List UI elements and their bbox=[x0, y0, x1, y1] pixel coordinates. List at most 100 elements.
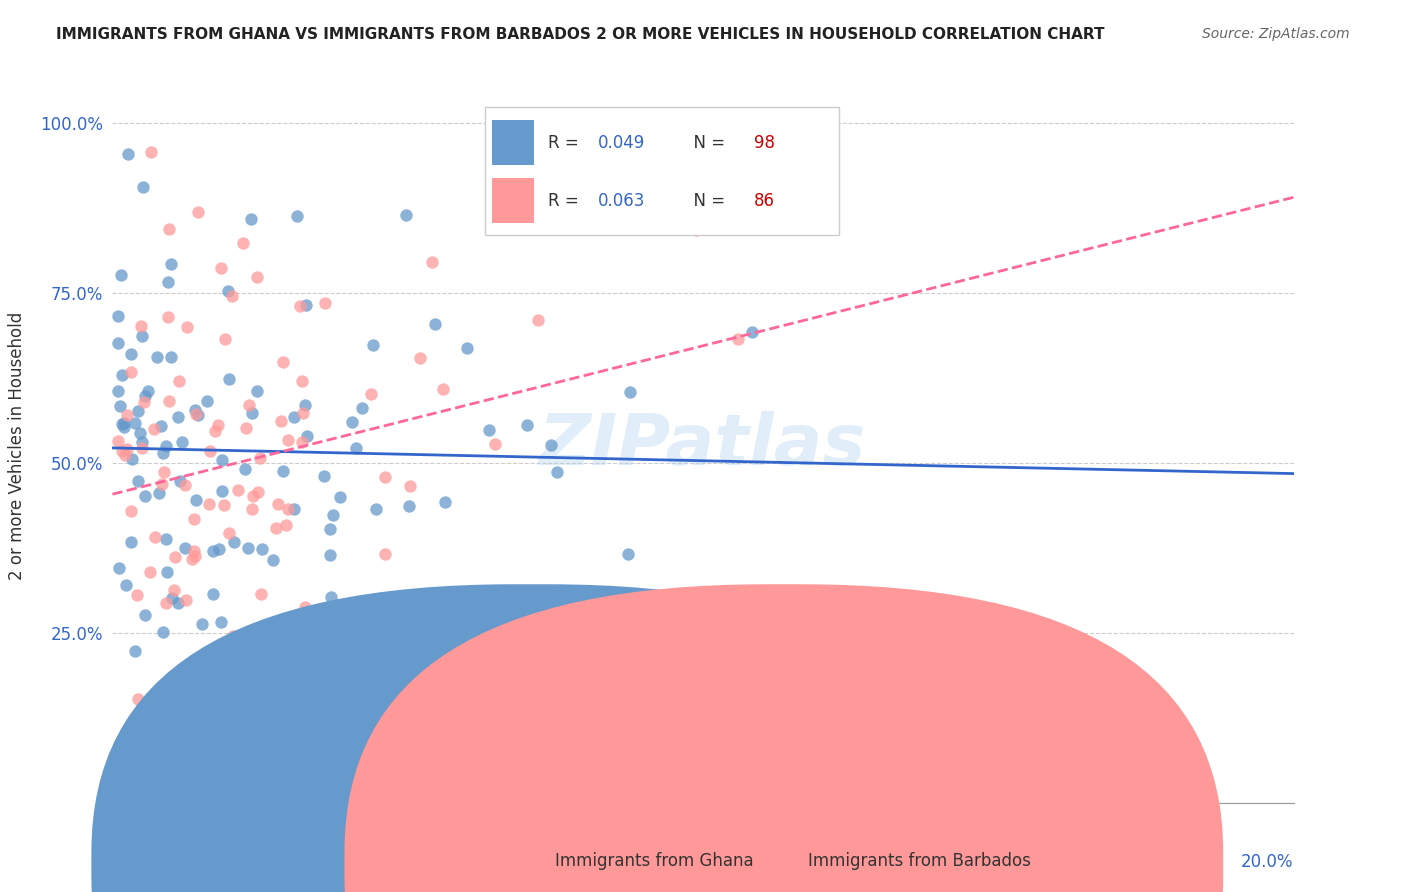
Point bbox=[381, 613, 404, 627]
Point bbox=[142, 422, 165, 436]
Point bbox=[285, 209, 308, 223]
Point bbox=[208, 541, 231, 556]
Point bbox=[167, 374, 190, 388]
Point bbox=[191, 617, 214, 632]
Point bbox=[546, 466, 568, 480]
Point bbox=[277, 433, 299, 447]
Point bbox=[129, 425, 152, 440]
Point bbox=[291, 434, 314, 449]
Point bbox=[174, 541, 197, 555]
Point bbox=[174, 477, 197, 491]
Point bbox=[312, 469, 335, 483]
Point bbox=[156, 275, 179, 289]
Point bbox=[398, 499, 420, 513]
Point bbox=[291, 406, 314, 420]
Point bbox=[202, 587, 225, 601]
Point bbox=[516, 417, 538, 432]
Point bbox=[155, 532, 177, 546]
Point bbox=[360, 386, 382, 401]
Point bbox=[276, 518, 298, 533]
Point bbox=[110, 444, 132, 458]
Point bbox=[685, 223, 707, 237]
Point bbox=[232, 235, 254, 250]
Point bbox=[433, 495, 456, 509]
Point bbox=[238, 541, 260, 556]
Point bbox=[395, 207, 418, 221]
Point bbox=[187, 204, 209, 219]
Point bbox=[134, 389, 156, 403]
Point bbox=[107, 309, 129, 323]
Point bbox=[288, 299, 311, 313]
Point bbox=[121, 451, 143, 466]
Point bbox=[112, 416, 135, 430]
Point bbox=[157, 393, 180, 408]
Point bbox=[139, 565, 162, 579]
Point bbox=[214, 499, 236, 513]
Point bbox=[211, 453, 233, 467]
Point bbox=[176, 319, 198, 334]
Point bbox=[120, 365, 142, 379]
Point bbox=[127, 403, 149, 417]
Point bbox=[167, 409, 190, 424]
Point bbox=[484, 437, 506, 451]
Y-axis label: 2 or more Vehicles in Household: 2 or more Vehicles in Household bbox=[8, 312, 25, 580]
Point bbox=[271, 355, 294, 369]
Point bbox=[214, 332, 236, 346]
Point bbox=[294, 398, 316, 412]
Point bbox=[314, 296, 336, 310]
Point bbox=[134, 608, 156, 623]
Text: Immigrants from Barbados: Immigrants from Barbados bbox=[787, 852, 1031, 870]
Point bbox=[398, 479, 420, 493]
Point bbox=[224, 535, 246, 549]
Text: IMMIGRANTS FROM GHANA VS IMMIGRANTS FROM BARBADOS 2 OR MORE VEHICLES IN HOUSEHOL: IMMIGRANTS FROM GHANA VS IMMIGRANTS FROM… bbox=[56, 27, 1105, 42]
Point bbox=[291, 374, 314, 388]
Point bbox=[159, 350, 181, 364]
Point bbox=[152, 445, 174, 459]
Point bbox=[420, 255, 443, 269]
Text: 0.0%: 0.0% bbox=[112, 853, 155, 871]
Point bbox=[117, 146, 139, 161]
Point bbox=[204, 424, 226, 438]
Point bbox=[180, 706, 202, 721]
Point bbox=[246, 623, 269, 637]
Point bbox=[174, 592, 197, 607]
Point bbox=[131, 435, 153, 450]
Point bbox=[242, 489, 264, 503]
Point bbox=[209, 261, 232, 276]
Point bbox=[120, 347, 142, 361]
Point bbox=[112, 419, 135, 434]
Point bbox=[221, 629, 243, 643]
Point bbox=[240, 502, 263, 516]
Point bbox=[328, 490, 350, 504]
Point bbox=[344, 441, 367, 455]
Point bbox=[166, 596, 188, 610]
Point bbox=[322, 508, 344, 522]
Point bbox=[270, 414, 292, 428]
Point bbox=[741, 325, 763, 339]
Point bbox=[150, 477, 173, 491]
Point bbox=[218, 526, 240, 541]
Point bbox=[156, 310, 179, 324]
Point bbox=[207, 418, 229, 433]
Point bbox=[423, 317, 446, 331]
Point bbox=[198, 497, 221, 511]
Point bbox=[111, 368, 134, 382]
Text: 20.0%: 20.0% bbox=[1241, 853, 1294, 871]
Point bbox=[183, 543, 205, 558]
Point bbox=[246, 269, 269, 284]
Point bbox=[235, 421, 257, 435]
Point bbox=[277, 502, 299, 516]
Point bbox=[236, 685, 259, 699]
Text: Source: ZipAtlas.com: Source: ZipAtlas.com bbox=[1202, 27, 1350, 41]
Point bbox=[159, 256, 181, 270]
Text: ZIPatlas: ZIPatlas bbox=[540, 411, 866, 481]
Point bbox=[195, 393, 218, 408]
Point bbox=[127, 692, 149, 706]
Point bbox=[131, 328, 153, 343]
Point bbox=[319, 590, 342, 604]
Point bbox=[350, 401, 373, 416]
Point bbox=[127, 474, 149, 488]
Text: Immigrants from Ghana: Immigrants from Ghana bbox=[534, 852, 754, 870]
Point bbox=[250, 587, 273, 601]
Point bbox=[219, 653, 242, 667]
